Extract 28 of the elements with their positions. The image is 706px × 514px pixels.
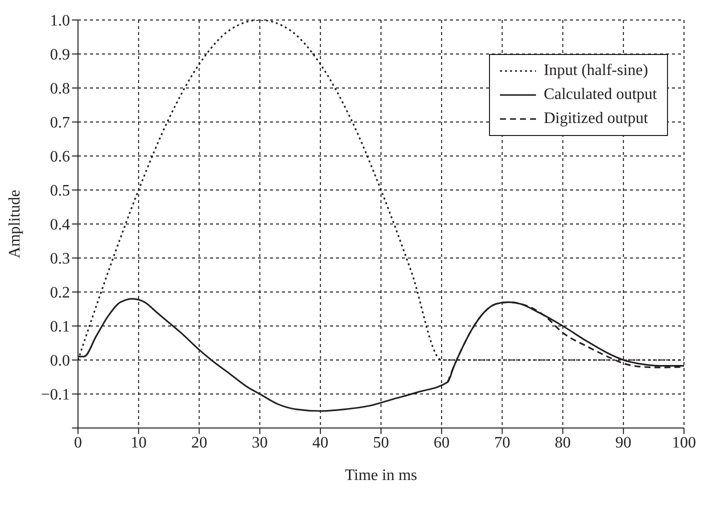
y-axis-title: Amplitude: [6, 190, 24, 258]
y-tick-label: 0.9: [50, 46, 70, 64]
y-tick-label: 0.0: [50, 352, 70, 370]
legend-label: Input (half-sine): [544, 61, 648, 81]
x-tick-label: 0: [74, 434, 82, 452]
y-tick-label: 0.8: [50, 80, 70, 98]
y-tick-label: 0.2: [50, 284, 70, 302]
y-tick-label: 0.6: [50, 148, 70, 166]
x-tick-label: 10: [130, 434, 147, 452]
x-tick-label: 60: [434, 434, 450, 452]
x-tick-label: 90: [615, 434, 632, 452]
x-tick-label: 50: [373, 434, 389, 452]
x-axis-title: Time in ms: [344, 467, 418, 484]
y-tick-label: 0.3: [50, 250, 70, 268]
x-tick-label: 40: [312, 434, 328, 452]
y-tick-label: 0.4: [50, 216, 70, 234]
x-tick-label: 100: [672, 434, 696, 452]
y-tick-label: 0.7: [50, 114, 70, 132]
legend-label: Calculated output: [544, 85, 657, 105]
y-tick-label: 0.1: [50, 318, 70, 336]
x-tick-label: 80: [554, 434, 571, 452]
legend-label: Digitized output: [544, 109, 648, 129]
y-tick-label: −0.1: [40, 386, 70, 404]
y-tick-label: 1.0: [50, 12, 70, 30]
x-tick-label: 30: [252, 434, 268, 452]
y-tick-label: 0.5: [50, 182, 70, 200]
x-tick-label: 20: [191, 434, 208, 452]
x-tick-label: 70: [494, 434, 510, 452]
